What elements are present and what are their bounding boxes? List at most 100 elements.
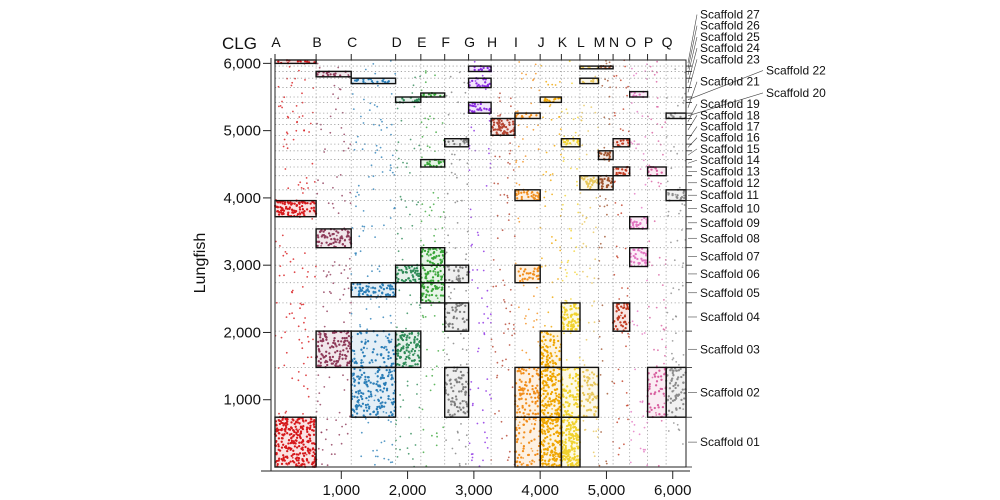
block-dot-b	[319, 357, 322, 361]
background-dot-b	[325, 428, 328, 431]
block-dot-a	[292, 419, 295, 422]
scaffold-leader-line	[687, 25, 698, 69]
block-dot-c	[360, 373, 363, 377]
block-dot-b	[341, 242, 344, 246]
background-dot-e	[441, 227, 444, 229]
background-dot-b	[338, 411, 341, 414]
background-dot-f	[465, 289, 467, 292]
background-dot-a	[302, 413, 304, 415]
block-p-scaffold-13	[646, 166, 667, 177]
background-dot-b	[330, 453, 333, 456]
background-dot-b	[320, 245, 322, 247]
block-dot-c	[392, 397, 395, 401]
block-dot-b	[343, 245, 347, 248]
background-dot-k	[565, 359, 568, 361]
block-dot-a	[309, 439, 312, 443]
background-dot-k	[576, 273, 578, 276]
block-dot-b	[326, 342, 330, 345]
background-dot-d	[407, 452, 410, 455]
background-dot-f	[456, 176, 458, 179]
background-dot-m	[599, 374, 602, 376]
block-dot-c	[372, 290, 375, 294]
block-dot-d	[409, 341, 413, 344]
background-dot-e	[427, 254, 430, 257]
block-dot-b	[325, 241, 328, 244]
block-dot-c	[372, 348, 375, 351]
background-dot-c	[383, 440, 386, 442]
background-dot-q	[666, 311, 669, 314]
background-dot-h	[506, 201, 509, 204]
background-dot-c	[377, 390, 379, 393]
background-dot-q	[678, 288, 680, 291]
background-dot-l	[582, 419, 585, 422]
block-dot-b	[337, 231, 340, 234]
block-j-scaffold-01	[539, 416, 563, 468]
block-o-scaffold-07	[629, 246, 649, 268]
background-dot-b	[342, 374, 344, 377]
background-dot-i	[531, 450, 534, 452]
background-dot-a	[284, 331, 286, 334]
block-dot-e	[439, 269, 442, 273]
background-dot-g	[487, 147, 490, 150]
background-dot-c	[383, 457, 386, 460]
background-dot-b	[332, 186, 334, 189]
background-dot-c	[371, 225, 373, 228]
background-dot-e	[421, 314, 424, 317]
background-dot-h	[500, 420, 503, 423]
block-dot-a	[309, 449, 312, 452]
background-dot-n	[624, 65, 626, 68]
background-dot-q	[672, 318, 674, 321]
background-dot-e	[433, 383, 436, 386]
background-dot-a	[291, 377, 294, 380]
background-dot-c	[359, 325, 362, 328]
block-dot-a	[297, 444, 301, 448]
background-dot-k	[571, 82, 573, 85]
background-dot-a	[283, 274, 285, 277]
block-dot-b	[324, 235, 327, 238]
block-dot-a	[277, 60, 280, 63]
background-dot-a	[304, 328, 307, 331]
background-dot-p	[649, 65, 652, 68]
background-dot-c	[362, 210, 365, 212]
background-dot-q	[682, 262, 685, 265]
background-dot-h	[507, 161, 509, 164]
background-dot-j	[554, 84, 557, 86]
y-tick-label: 2,000	[223, 324, 261, 341]
block-dot-a	[304, 445, 307, 449]
block-dot-c	[377, 384, 380, 387]
background-dot-o	[629, 461, 632, 464]
block-dot-d	[405, 349, 408, 352]
background-dot-i	[526, 126, 528, 128]
background-dot-h	[513, 136, 516, 139]
background-dot-l	[581, 214, 584, 217]
block-dot-b	[328, 355, 332, 359]
background-dot-b	[339, 174, 342, 176]
block-dot-b	[333, 360, 336, 363]
background-dot-b	[322, 182, 324, 185]
background-dot-e	[421, 156, 423, 159]
background-dot-e	[434, 74, 436, 77]
background-dot-o	[639, 400, 642, 403]
background-dot-c	[358, 235, 361, 238]
background-dot-h	[508, 213, 511, 216]
background-dot-g	[472, 402, 474, 405]
block-dot-a	[294, 210, 297, 214]
background-dot-l	[587, 130, 590, 132]
background-dot-j	[558, 116, 561, 118]
block-l-scaffold-26	[579, 65, 600, 70]
background-dot-c	[391, 171, 394, 174]
block-dot-a	[276, 429, 279, 433]
background-dot-j	[550, 325, 553, 328]
clg-label-d: D	[392, 34, 402, 50]
block-b-scaffold-08	[315, 228, 352, 249]
background-dot-a	[302, 187, 305, 190]
background-dot-m	[605, 462, 608, 465]
background-dot-a	[289, 303, 292, 305]
block-dot-e	[441, 294, 445, 297]
block-dot-c	[391, 383, 394, 386]
block-dot-a	[303, 463, 306, 466]
block-dot-b	[334, 240, 337, 243]
block-dot-a	[313, 425, 316, 429]
block-dot-b	[334, 72, 337, 75]
background-dot-h	[508, 152, 511, 155]
